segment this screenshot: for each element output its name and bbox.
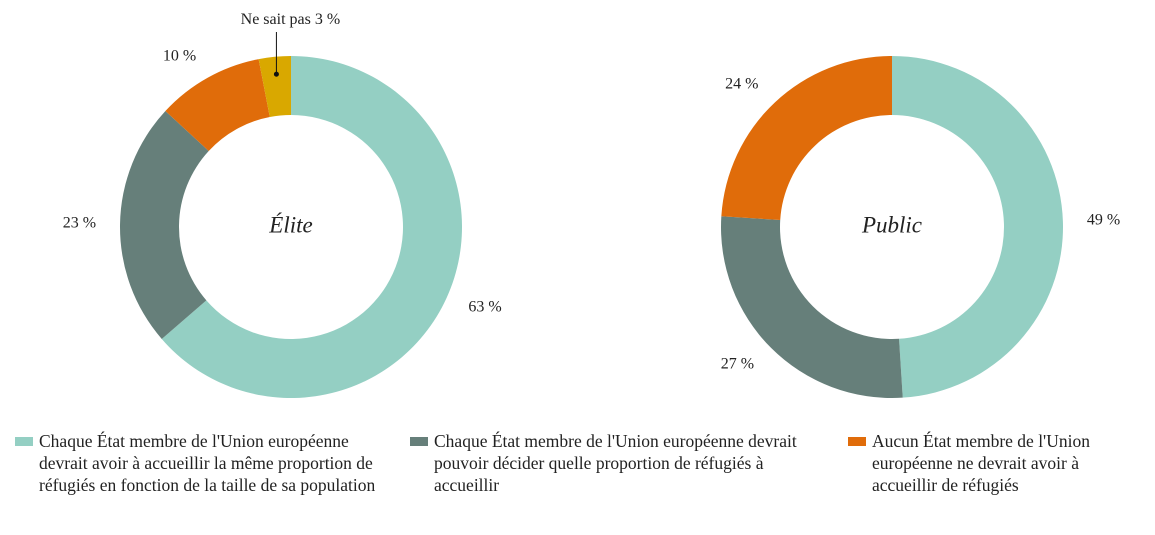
value-label: 24 % bbox=[725, 76, 758, 93]
legend-item: Chaque État membre de l'Union européenne… bbox=[410, 430, 810, 496]
value-label: 49 % bbox=[1087, 212, 1120, 229]
value-label: 3 % bbox=[315, 11, 340, 28]
charts: 63 % 23 % 10 % Ne sait pas 3 % Élite 49 % 27 %… bbox=[63, 11, 1120, 398]
legend-label: Chaque État membre de l'Union européenne… bbox=[434, 431, 797, 495]
category-label: Ne sait pas bbox=[241, 11, 311, 28]
legend-item: Chaque État membre de l'Union européenne… bbox=[15, 430, 385, 496]
value-label: 10 % bbox=[163, 47, 196, 64]
center-label: Élite bbox=[268, 212, 312, 237]
legend-label: Chaque État membre de l'Union européenne… bbox=[39, 431, 376, 495]
value-label: 23 % bbox=[63, 215, 96, 232]
donut-slice bbox=[721, 216, 903, 398]
value-label: 63 % bbox=[468, 299, 501, 316]
donut-slice bbox=[258, 56, 291, 118]
donut-slice bbox=[721, 56, 892, 220]
legend-label: Aucun État membre de l'Union européenne … bbox=[872, 431, 1090, 495]
legend-swatch bbox=[410, 437, 428, 446]
legend-swatch bbox=[848, 437, 866, 446]
donut-slice bbox=[161, 56, 462, 398]
value-label: 27 % bbox=[721, 356, 754, 373]
legend-item: Aucun État membre de l'Union européenne … bbox=[848, 430, 1148, 496]
donut-slice bbox=[165, 59, 270, 152]
legend-swatch bbox=[15, 437, 33, 446]
slice-label: Ne sait pas 3 % bbox=[241, 11, 341, 28]
center-label: Public bbox=[861, 212, 922, 237]
donut-slice bbox=[892, 56, 1064, 398]
donut-slice bbox=[120, 110, 209, 339]
